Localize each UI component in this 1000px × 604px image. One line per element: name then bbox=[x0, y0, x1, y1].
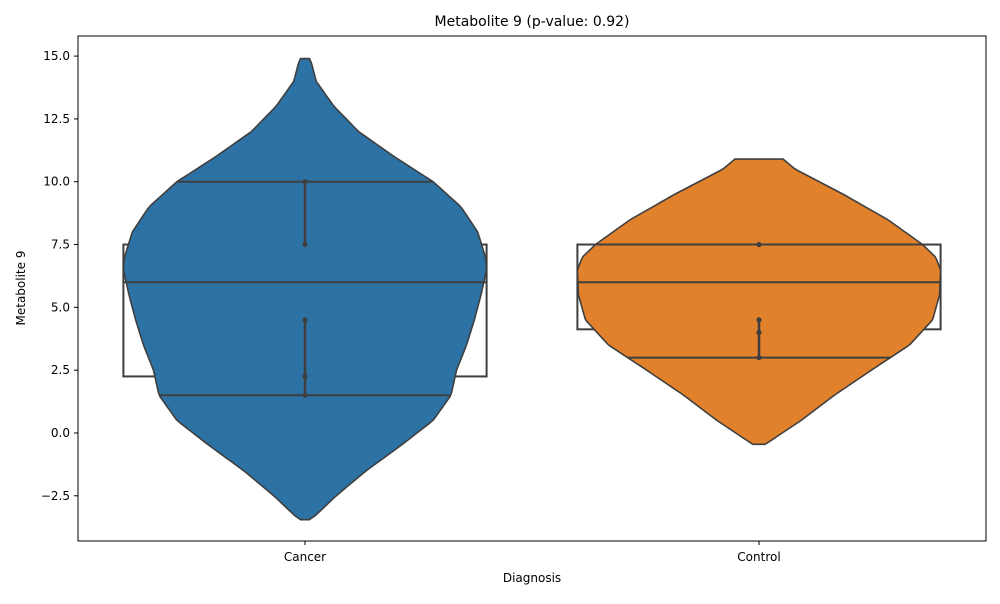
violin-body bbox=[576, 158, 942, 446]
data-point bbox=[756, 329, 762, 336]
data-point bbox=[302, 392, 308, 398]
violin-group-control bbox=[576, 158, 942, 446]
y-axis-label: Metabolite 9 bbox=[14, 251, 28, 326]
violin-group-cancer bbox=[122, 57, 488, 521]
data-point bbox=[302, 241, 308, 248]
data-point bbox=[756, 354, 762, 361]
data-point bbox=[302, 179, 308, 185]
y-tick-label: 5.0 bbox=[51, 300, 70, 314]
y-axis: −2.5 0.0 2.5 5.0 7.5 10.0 12.5 15.0 bbox=[41, 49, 78, 503]
data-point bbox=[756, 241, 762, 248]
plot-area bbox=[122, 57, 942, 521]
y-tick-label: 10.0 bbox=[43, 175, 70, 189]
data-point bbox=[302, 373, 308, 380]
chart-title: Metabolite 9 (p-value: 0.92) bbox=[435, 14, 630, 30]
y-tick-label: 2.5 bbox=[51, 363, 70, 377]
y-tick-label: −2.5 bbox=[41, 489, 70, 503]
x-tick-label: Cancer bbox=[284, 550, 326, 564]
y-tick-label: 12.5 bbox=[43, 112, 70, 126]
violin-body bbox=[122, 57, 488, 521]
axes-frame bbox=[77, 35, 987, 542]
data-point bbox=[302, 317, 308, 323]
y-tick-label: 7.5 bbox=[51, 238, 70, 252]
y-tick-label: 0.0 bbox=[51, 426, 70, 440]
x-axis: Cancer Control bbox=[284, 541, 781, 564]
data-point bbox=[756, 317, 762, 323]
x-tick-label: Control bbox=[737, 550, 780, 564]
y-tick-label: 15.0 bbox=[43, 49, 70, 63]
x-axis-label: Diagnosis bbox=[503, 571, 561, 585]
